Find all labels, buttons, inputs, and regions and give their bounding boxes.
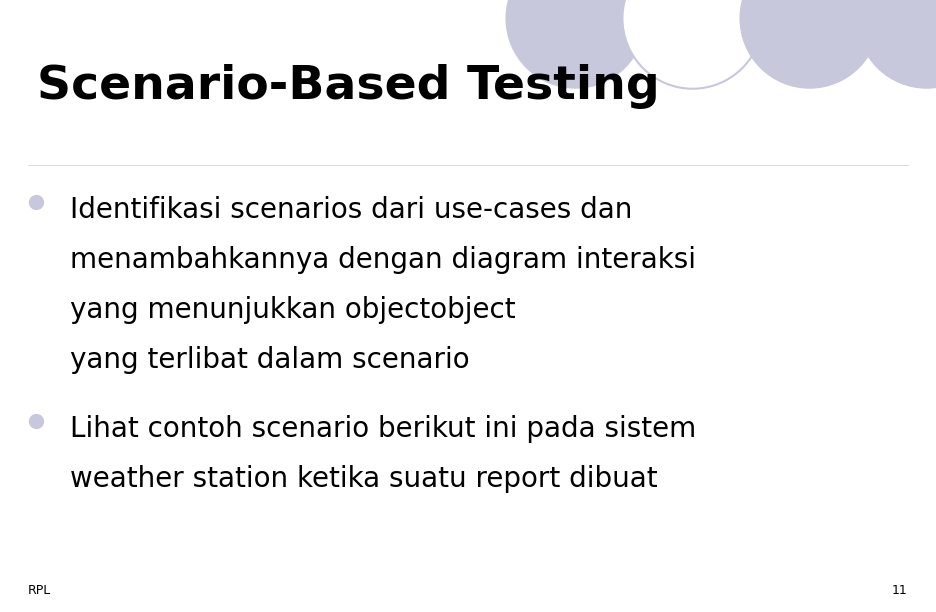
Text: Lihat contoh scenario berikut ini pada sistem: Lihat contoh scenario berikut ini pada s… [70, 415, 696, 443]
Ellipse shape [622, 0, 763, 89]
Text: menambahkannya dengan diagram interaksi: menambahkannya dengan diagram interaksi [70, 246, 696, 274]
Text: 11: 11 [892, 584, 908, 597]
Text: Scenario-Based Testing: Scenario-Based Testing [37, 64, 660, 110]
Text: weather station ketika suatu report dibuat: weather station ketika suatu report dibu… [70, 465, 658, 493]
Text: yang terlibat dalam scenario: yang terlibat dalam scenario [70, 346, 470, 375]
Ellipse shape [505, 0, 646, 89]
Text: yang menunjukkan objectobject: yang menunjukkan objectobject [70, 296, 516, 324]
Ellipse shape [739, 0, 880, 89]
Text: RPL: RPL [28, 584, 51, 597]
Text: Identifikasi scenarios dari use-cases dan: Identifikasi scenarios dari use-cases da… [70, 196, 633, 224]
Ellipse shape [856, 0, 936, 89]
